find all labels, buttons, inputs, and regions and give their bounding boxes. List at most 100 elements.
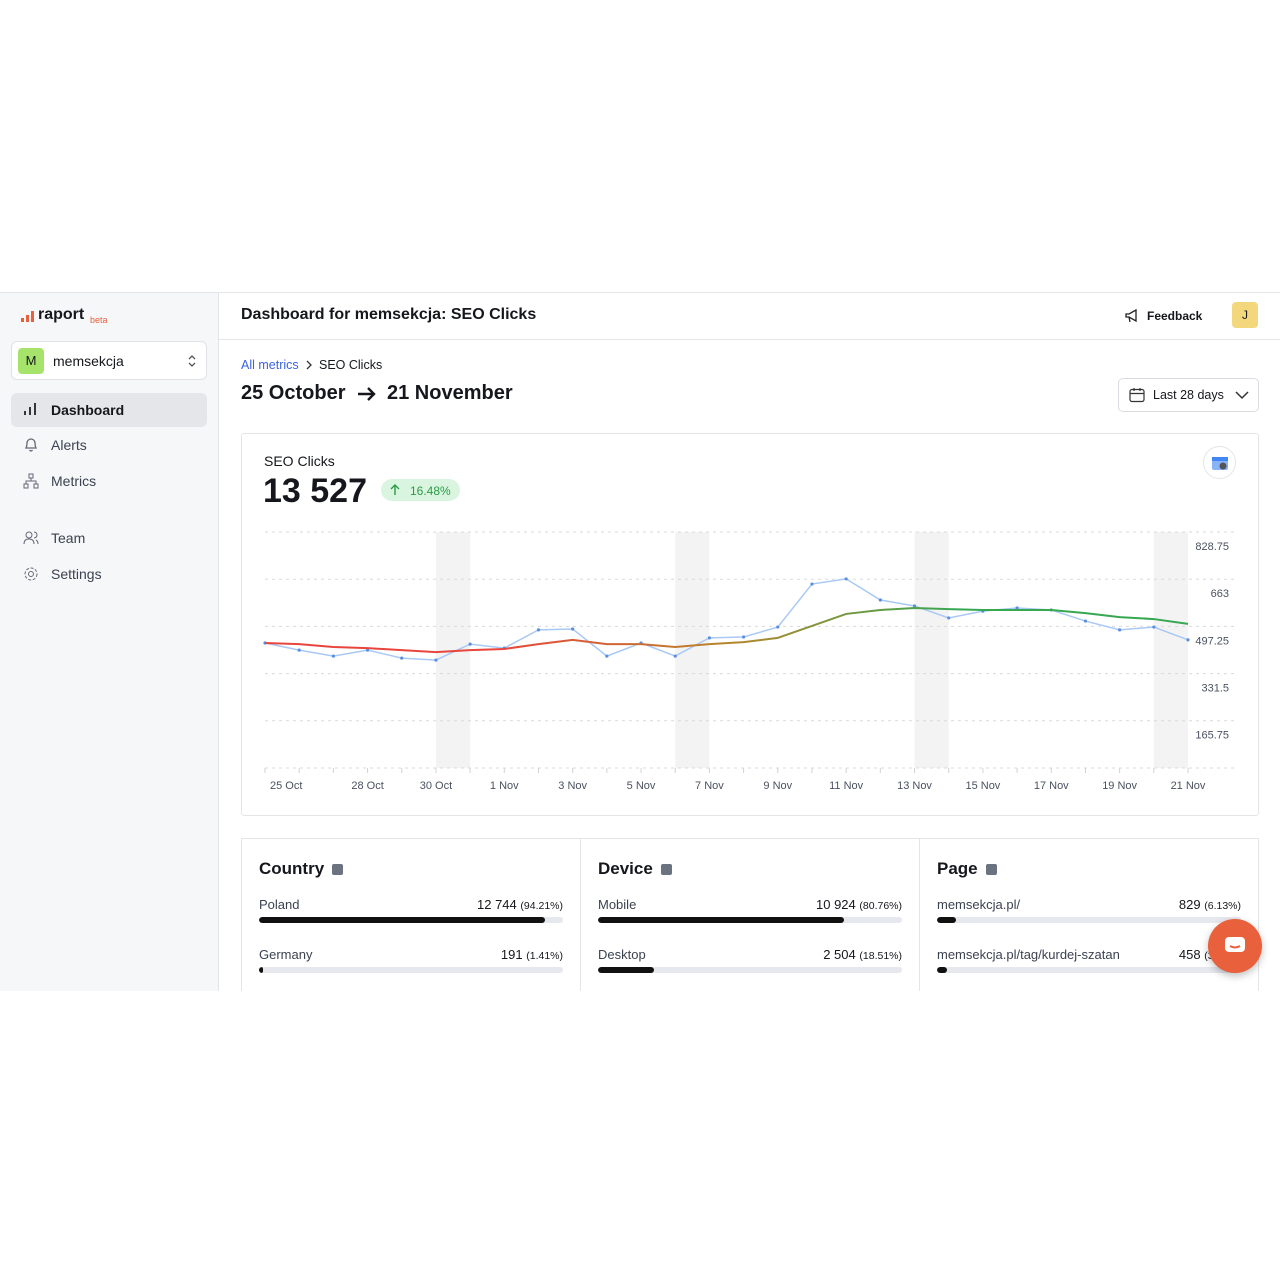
row-label: Desktop [598, 947, 646, 962]
row-count: 12 744 [477, 897, 517, 912]
share-bar [598, 917, 844, 923]
data-point [673, 654, 677, 658]
data-point [1015, 606, 1019, 610]
range-end: 21 November [387, 382, 513, 404]
top-bar [219, 293, 1280, 340]
row-value: 10 924 (80.76%) [816, 897, 902, 912]
row-count: 191 [500, 947, 523, 962]
row-value: 829 (6.13%) [1179, 897, 1241, 912]
x-tick-label: 11 Nov [829, 780, 864, 792]
weekend-band [1153, 532, 1188, 768]
logo-icon [21, 311, 34, 322]
row-label: memsekcja.pl/ [937, 897, 1021, 912]
metric-total: 13 527 [263, 472, 367, 510]
workspace-initial: M [18, 348, 44, 374]
panel-title: Device [598, 859, 653, 878]
row-label: Mobile [598, 897, 637, 912]
share-track [598, 917, 902, 923]
data-point [776, 625, 780, 629]
data-point [468, 642, 472, 646]
x-tick-label: 1 Nov [490, 780, 519, 792]
app: raport beta M memsekcja Dashboard Alerts… [0, 292, 1280, 991]
row-label: Poland [259, 897, 300, 912]
share-bar [259, 917, 546, 923]
y-tick-label: 663 [1211, 588, 1229, 600]
share-bar [937, 967, 948, 973]
nav-item[interactable]: Metrics [11, 464, 207, 498]
series-line [264, 606, 1189, 654]
nav-item[interactable]: Settings [11, 557, 207, 591]
breadcrumb-link[interactable]: All metrics [241, 358, 299, 372]
info-icon [986, 864, 997, 875]
share-track [937, 917, 1241, 923]
row-share: (18.51%) [859, 950, 902, 962]
feedback-button[interactable]: Feedback [1147, 309, 1203, 323]
breadcrumb-current: SEO Clicks [319, 358, 383, 372]
x-tick-label: 5 Nov [627, 780, 656, 792]
data-point [1152, 625, 1156, 629]
share-bar [598, 967, 655, 973]
range-picker[interactable]: Last 28 days [1118, 378, 1259, 412]
logo: raport [38, 306, 85, 323]
share-track [259, 917, 563, 923]
page-title: Dashboard for memsekcja: SEO Clicks [241, 306, 537, 323]
row-share: (6.13%) [1204, 900, 1241, 912]
data-point [947, 616, 951, 620]
chat-button[interactable] [1208, 919, 1262, 973]
x-tick-label: 17 Nov [1034, 780, 1069, 792]
x-tick-label: 9 Nov [763, 780, 792, 792]
x-tick-label: 13 Nov [897, 780, 932, 792]
x-tick-label: 3 Nov [558, 780, 587, 792]
y-tick-label: 165.75 [1195, 730, 1229, 742]
data-point [1186, 638, 1190, 642]
beta-badge: beta [90, 315, 108, 325]
share-track [937, 967, 1241, 973]
avatar[interactable]: J [1232, 302, 1258, 328]
weekend-band [675, 532, 710, 768]
row-count: 458 [1178, 947, 1201, 962]
data-point [400, 656, 404, 660]
metric-name: SEO Clicks [264, 453, 335, 469]
x-tick-label: 28 Oct [351, 780, 383, 792]
breakdown-panel: Device Mobile 10 924 (80.76%) Desktop 2 504 … [580, 838, 920, 991]
nav-item[interactable]: Dashboard [11, 393, 207, 427]
x-tick-label: 21 Nov [1171, 780, 1206, 792]
x-tick-label: 25 Oct [270, 780, 302, 792]
row-count: 2 504 [823, 947, 856, 962]
data-point [912, 604, 917, 608]
x-tick-label: 7 Nov [695, 780, 724, 792]
share-bar [937, 917, 956, 923]
data-point [844, 577, 848, 581]
nav-item[interactable]: Alerts [11, 428, 207, 462]
sidebar: raport beta M memsekcja Dashboard Alerts… [0, 293, 219, 991]
range-picker-label: Last 28 days [1153, 388, 1224, 402]
nav-label: Dashboard [51, 402, 125, 418]
info-icon [332, 864, 343, 875]
workspace-select[interactable]: M memsekcja [11, 341, 207, 380]
change-badge: 16.48% [381, 479, 460, 501]
x-tick-label: 19 Nov [1102, 780, 1137, 792]
nav-item[interactable]: Team [11, 521, 207, 555]
row-share: (80.76%) [859, 900, 902, 912]
range-arrow [358, 387, 376, 401]
data-point [605, 654, 609, 658]
source-icon[interactable] [1203, 446, 1236, 479]
y-tick-label: 331.5 [1201, 683, 1229, 695]
series-line [264, 578, 1189, 661]
share-track [259, 967, 563, 973]
data-point [434, 658, 438, 662]
nav-label: Metrics [51, 473, 97, 489]
row-value: 191 (1.41%) [501, 947, 563, 962]
data-point [741, 635, 746, 639]
data-point [810, 582, 814, 586]
row-count: 829 [1178, 897, 1201, 912]
chevrons [188, 355, 196, 367]
nav-label: Team [51, 530, 86, 546]
x-tick-label: 30 Oct [420, 780, 452, 792]
change-value: 16.48% [410, 484, 451, 498]
nav-label: Alerts [51, 437, 87, 453]
share-bar [259, 967, 264, 973]
data-point [1083, 619, 1088, 623]
workspace-name: memsekcja [53, 353, 124, 369]
